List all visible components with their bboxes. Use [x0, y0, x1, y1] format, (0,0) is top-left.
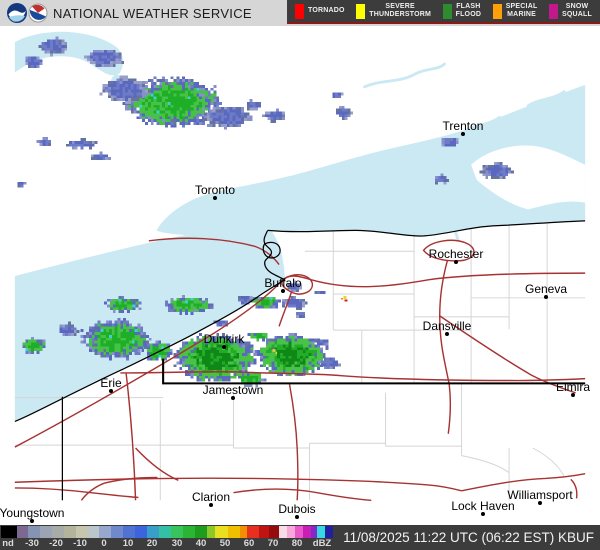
- city-label: Clarion: [191, 490, 231, 504]
- borders-layer: [14, 220, 586, 501]
- colorbar-tick: 70: [267, 538, 279, 549]
- city-label: Erie: [100, 376, 122, 390]
- colorbar-tick: -20: [49, 538, 63, 549]
- county-lines-layer: [14, 223, 586, 501]
- radar-echo-layer: [17, 36, 514, 388]
- snow-squall-label: SNOW SQUALL: [562, 3, 592, 18]
- colorbar-tick: 10: [122, 538, 134, 549]
- radar-map: Trenton Toronto Rochester Geneva Buffalo…: [0, 26, 600, 525]
- agency-title: NATIONAL WEATHER SERVICE: [53, 5, 252, 21]
- city-dot: [30, 519, 34, 523]
- colorbar-tick: nd: [2, 538, 14, 549]
- colorbar-tick: dBZ: [312, 538, 332, 549]
- legend-item-flash-flood: FLASH FLOOD: [442, 3, 482, 19]
- colorbar-tick: 20: [146, 538, 158, 549]
- city-dot: [544, 295, 548, 299]
- city-label: Lock Haven: [451, 499, 515, 513]
- city-dot: [222, 345, 226, 349]
- colorbar-tick: 80: [291, 538, 303, 549]
- tornado-swatch: [295, 3, 304, 19]
- city-label: Dunkirk: [203, 332, 245, 346]
- special-marine-label: SPECIAL MARINE: [505, 3, 538, 18]
- city-label: Geneva: [524, 282, 568, 296]
- city-label: Buffalo: [264, 276, 302, 290]
- city-dot: [213, 196, 217, 200]
- special-marine-swatch: [492, 3, 502, 19]
- colorbar-tick: 60: [243, 538, 255, 549]
- city-dot: [109, 389, 113, 393]
- snow-squall-swatch: [549, 3, 559, 19]
- nws-logo-icon: [28, 3, 48, 23]
- legend-item-snow-squall: SNOW SQUALL: [549, 3, 592, 19]
- colorbar-tick: -30: [25, 538, 39, 549]
- city-label: Williamsport: [507, 488, 573, 502]
- city-dot: [481, 512, 485, 516]
- prince-edward-peninsula: [471, 145, 586, 210]
- noaa-logo-icon: [7, 3, 27, 23]
- rivers-layer: [363, 62, 566, 241]
- status-bar: nd -30 -20 -10 0 10 20 30 40 50 60 70 80…: [0, 525, 600, 550]
- roads-layer: [14, 237, 586, 501]
- timestamp: 11/08/2025 11:22 UTC (06:22 EST) KBUF: [343, 530, 594, 545]
- city-dot: [231, 396, 235, 400]
- flash-flood-swatch: [442, 3, 452, 19]
- colorbar-tick: -10: [73, 538, 87, 549]
- legend-item-tornado: TORNADO: [295, 3, 345, 19]
- legend-item-special-marine: SPECIAL MARINE: [492, 3, 538, 19]
- city-label: Trenton: [442, 119, 484, 133]
- city-dot: [295, 515, 299, 519]
- city-dot: [209, 503, 213, 507]
- noaa-nws-logos: [7, 3, 48, 23]
- header-bar: NATIONAL WEATHER SERVICE TORNADO SEVERE …: [0, 0, 600, 26]
- city-dot: [454, 260, 458, 264]
- severe-thunderstorm-swatch: [356, 3, 366, 19]
- colorbar-tick: 0: [101, 538, 107, 549]
- city-label: Elmira: [555, 380, 591, 394]
- city-label: Youngstown: [0, 506, 65, 520]
- city-dot: [445, 332, 449, 336]
- city-label: Jamestown: [202, 383, 264, 397]
- legend-item-severe-thunderstorm: SEVERE THUNDERSTORM: [356, 3, 431, 19]
- city-label: Dubois: [278, 502, 316, 516]
- city-label: Dansville: [422, 319, 472, 333]
- warning-legend: TORNADO SEVERE THUNDERSTORM FLASH FLOOD …: [287, 0, 600, 24]
- colorbar-tick: 50: [219, 538, 231, 549]
- tornado-label: TORNADO: [308, 7, 345, 14]
- radar-map-svg: [14, 31, 586, 501]
- brand-block: NATIONAL WEATHER SERVICE: [6, 0, 252, 26]
- city-dot: [538, 501, 542, 505]
- city-dot: [461, 132, 465, 136]
- severe-thunderstorm-label: SEVERE THUNDERSTORM: [369, 3, 432, 18]
- city-label: Rochester: [428, 247, 484, 261]
- colorbar-tick: 40: [195, 538, 207, 549]
- warning-box-outline: [162, 358, 586, 385]
- flash-flood-label: FLASH FLOOD: [455, 3, 482, 18]
- city-label: Toronto: [194, 183, 236, 197]
- city-dot: [571, 393, 575, 397]
- reflectivity-colorbar: [1, 526, 333, 538]
- colorbar-tick: 30: [171, 538, 183, 549]
- city-dot: [281, 289, 285, 293]
